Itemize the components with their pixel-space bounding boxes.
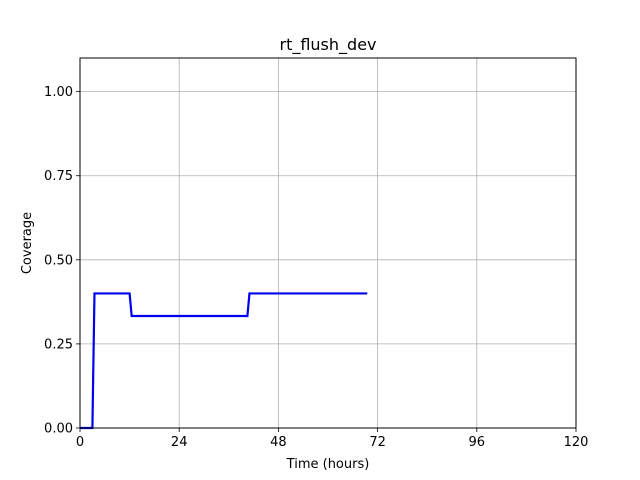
series-line — [80, 292, 368, 430]
grid — [79, 58, 577, 429]
y-tick-label: 0.50 — [44, 253, 73, 268]
y-axis-label: Coverage — [20, 212, 35, 274]
series-layer — [80, 292, 368, 430]
plot-frame — [79, 57, 577, 429]
x-tick-label: 120 — [564, 435, 589, 450]
y-tick-label: 0.25 — [44, 337, 73, 352]
x-axis-label: Time (hours) — [286, 457, 370, 472]
y-tick-label: 1.00 — [44, 85, 73, 100]
y-tick-label: 0.75 — [44, 169, 73, 184]
x-tick-label: 0 — [76, 435, 84, 450]
chart-title: rt_flush_dev — [279, 35, 376, 55]
x-tick-label: 96 — [469, 435, 486, 450]
ticks: 0 24 48 72 96 120 0.00 0.25 0.50 0.75 1.00 — [44, 85, 588, 450]
x-tick-label: 72 — [369, 435, 386, 450]
x-tick-label: 48 — [270, 435, 287, 450]
x-tick-label: 24 — [171, 435, 188, 450]
y-tick-label: 0.00 — [44, 422, 73, 437]
